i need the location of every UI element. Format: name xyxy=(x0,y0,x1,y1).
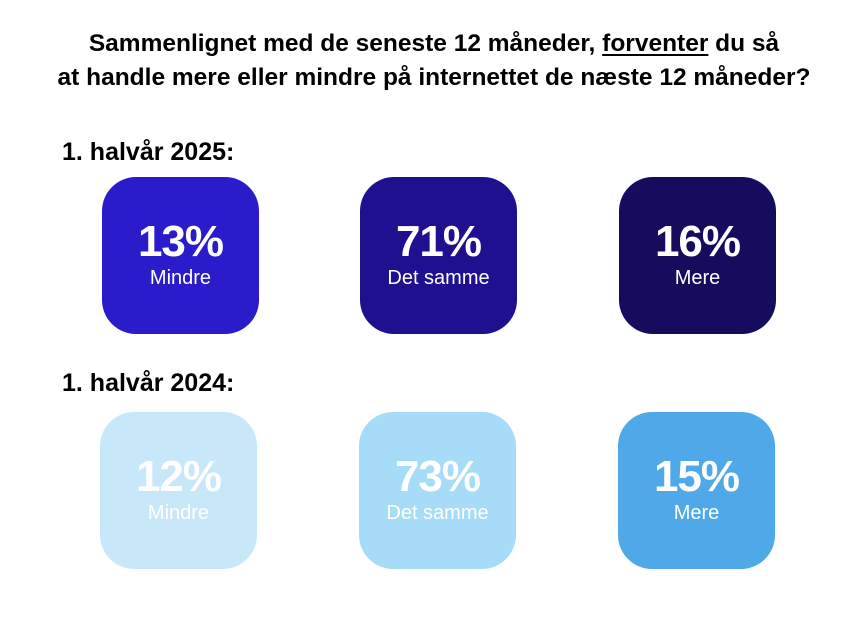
tile-2025-det-samme-label: Det samme xyxy=(387,267,490,289)
tile-2024-det-samme: 73% Det samme xyxy=(359,412,516,569)
tile-2025-det-samme-value: 71% xyxy=(395,217,482,266)
tile-2024-mere: 15% Mere xyxy=(618,412,775,569)
tile-2025-mere-value: 16% xyxy=(654,217,741,266)
tile-2025-mindre-value: 13% xyxy=(137,217,224,266)
period-label-2024: 1. halvår 2024: xyxy=(62,369,235,397)
tile-2025-mindre-label: Mindre xyxy=(149,267,212,289)
chart-question: Sammenlignet med de seneste 12 måneder, … xyxy=(0,27,868,95)
tile-2025-det-samme: 71% Det samme xyxy=(360,177,517,334)
tile-2025-mindre: 13% Mindre xyxy=(102,177,259,334)
question-emphasis: forventer xyxy=(602,30,709,57)
tile-2024-mere-label: Mere xyxy=(673,502,720,524)
tile-2024-mindre-label: Mindre xyxy=(147,502,210,524)
question-line-2: at handle mere eller mindre på internett… xyxy=(57,64,811,91)
tile-2024-det-samme-value: 73% xyxy=(394,452,481,501)
tile-2024-mindre: 12% Mindre xyxy=(100,412,257,569)
tile-2025-mere: 16% Mere xyxy=(619,177,776,334)
question-line-1: Sammenlignet med de seneste 12 måneder, … xyxy=(0,27,868,61)
tile-2024-mere-value: 15% xyxy=(653,452,740,501)
tile-2024-mindre-value: 12% xyxy=(135,452,222,501)
period-label-2025: 1. halvår 2025: xyxy=(62,138,235,166)
question-text-before: Sammenlignet med de seneste 12 måneder, xyxy=(88,30,603,57)
tile-2025-mere-label: Mere xyxy=(674,267,721,289)
question-text-after: du så xyxy=(708,30,780,57)
tile-2024-det-samme-label: Det samme xyxy=(386,502,489,524)
